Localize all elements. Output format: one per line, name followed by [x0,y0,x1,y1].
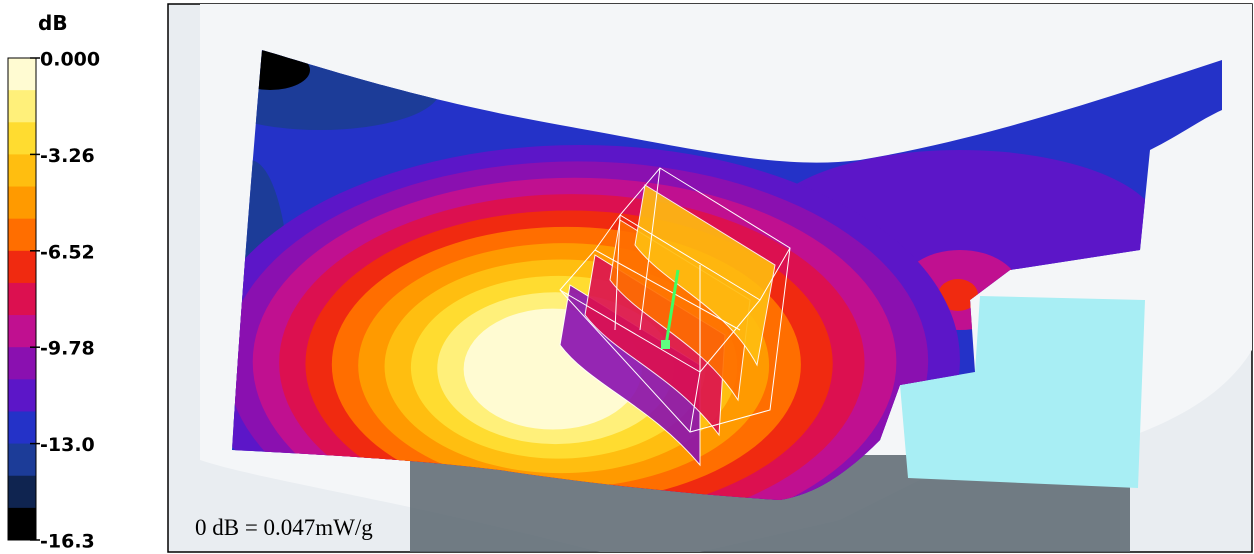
zoom-slice [584,254,726,437]
color-band [8,154,36,188]
color-band [8,507,36,541]
tick-label: 0.000 [40,49,100,71]
zoom-slice [559,284,701,467]
color-band [8,443,36,477]
tick-label: -3.26 [40,145,95,167]
tick-label: -6.52 [40,241,95,263]
color-bar-border [7,57,37,541]
color-band [8,282,36,316]
zoom-cube [559,167,791,433]
color-band [8,58,36,91]
color-band [8,186,36,220]
legend-unit: dB [38,11,68,35]
color-band [8,90,36,123]
annotation: 0 dB = 0.047mW/g [195,515,373,540]
color-band [8,250,36,284]
color-band [8,379,36,412]
color-band [8,347,36,380]
color-band [8,411,36,445]
tick-label: -16.3 [40,531,95,553]
zoom-slice [609,219,751,402]
peak-marker [661,340,670,349]
color-bar: 0.000 -3.26 -6.52 -9.78 -13.0 -16.3 [7,49,100,553]
tick-label: -9.78 [40,338,95,360]
probe-line [664,269,680,346]
color-band [8,122,36,155]
color-band [8,475,36,509]
spacer-block [900,296,1145,488]
contour-band [938,279,978,311]
color-band [8,218,36,252]
tick-label: -13.0 [40,434,95,456]
color-band [8,315,36,348]
